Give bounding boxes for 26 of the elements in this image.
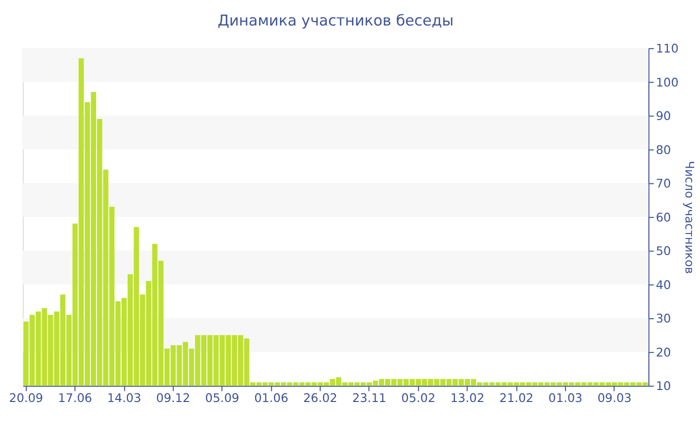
- x-tick-label: 01.03: [548, 391, 583, 406]
- x-tick-label: 23.11: [352, 391, 386, 406]
- x-tick-label: 09.12: [156, 391, 190, 406]
- x-tick-label: 17.06: [58, 391, 92, 406]
- x-tick-label: 14.03: [107, 391, 142, 406]
- y-tick-label: 60: [656, 210, 671, 224]
- y-tick-label: 100: [656, 75, 679, 90]
- y-tick-label: 90: [656, 109, 671, 124]
- x-tick-label: 09.03: [597, 391, 632, 406]
- x-tick-label: 01.06: [254, 391, 288, 406]
- x-tick-label: 05.09: [205, 391, 240, 406]
- x-tick-label: 05.02: [401, 391, 436, 406]
- x-tick-label: 13.02: [450, 391, 484, 406]
- y-tick-label: 20: [656, 345, 671, 360]
- y-tick-label: 50: [656, 244, 671, 258]
- y-axis-title: Число участников: [682, 160, 697, 274]
- x-tick-label: 26.02: [303, 391, 338, 406]
- x-tick-label: 20.09: [9, 391, 44, 406]
- y-tick-label: 110: [656, 42, 679, 56]
- y-tick-label: 10: [656, 379, 671, 394]
- y-tick-label: 30: [656, 312, 671, 326]
- y-tick-label: 70: [656, 176, 671, 191]
- y-tick-label: 40: [656, 278, 671, 292]
- chart-title: Динамика участников беседы: [218, 11, 454, 30]
- y-tick-label: 80: [656, 142, 671, 157]
- x-tick-label: 21.02: [499, 391, 534, 406]
